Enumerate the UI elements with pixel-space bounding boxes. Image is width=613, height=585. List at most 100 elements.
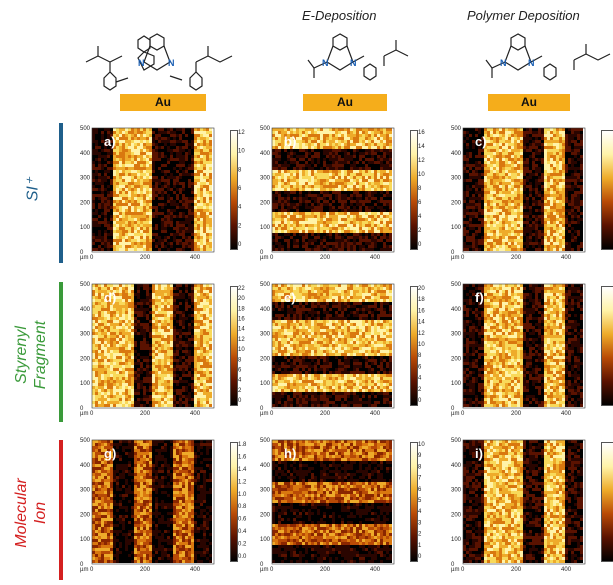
y-tick-label: 200	[451, 356, 462, 362]
svg-text:N: N	[500, 58, 507, 68]
y-tick-label: 0	[80, 250, 84, 256]
x-tick-label: 400	[370, 255, 381, 261]
colorbar-tick-label: 0	[238, 242, 242, 248]
row-label-2: Styrenyl Fragment	[12, 305, 50, 405]
svg-text:N: N	[322, 58, 329, 68]
y-tick-label: 300	[451, 332, 462, 338]
column-title-2: E-Deposition	[302, 8, 377, 23]
colorbar-tick-label: 0	[418, 242, 422, 248]
axis-unit: µm	[260, 255, 268, 261]
axis-unit: µm	[260, 567, 268, 573]
y-tick-label: 400	[80, 151, 91, 157]
x-tick-label: 200	[320, 567, 331, 573]
y-tick-label: 100	[260, 537, 271, 543]
colorbar-tick-label: 4	[238, 205, 242, 211]
colorbar-tick-label: 12	[418, 158, 425, 164]
y-tick-label: 100	[260, 225, 271, 231]
panel-label: a)	[104, 134, 116, 149]
x-tick-label: 200	[511, 255, 522, 261]
structure-2-diagram: N N	[307, 33, 409, 81]
panel-f: f) 0 200 400 0 100 200 300 400 500 µm	[451, 282, 613, 417]
x-tick-label: 0	[90, 255, 94, 261]
x-tick-label: 0	[90, 411, 94, 417]
colorbar-tick-label: 12	[238, 130, 245, 136]
y-tick-label: 200	[80, 200, 91, 206]
axis-unit: µm	[451, 567, 459, 573]
gold-substrate-3: Au	[488, 94, 570, 111]
y-tick-label: 100	[451, 381, 462, 387]
colorbar-tick-label: 0	[418, 554, 422, 560]
colorbar-tick-label: 8	[238, 357, 242, 363]
y-tick-label: 400	[260, 463, 271, 469]
y-tick-label: 300	[80, 488, 91, 494]
x-tick-label: 0	[461, 255, 465, 261]
axis-unit: µm	[260, 411, 268, 417]
panel-label: c)	[475, 134, 487, 149]
y-tick-label: 400	[451, 307, 462, 313]
colorbar-tick-label: 1.2	[238, 479, 247, 485]
gold-substrate-2: Au	[303, 94, 387, 111]
y-tick-label: 100	[451, 225, 462, 231]
svg-text:N: N	[528, 58, 535, 68]
x-tick-label: 0	[90, 567, 94, 573]
row-label-3-line-1: Molecular	[13, 478, 30, 548]
panel-e: e) 0 200 400 0 100 200 300 400 500 µm 20 18 16 14 12 10 8…	[260, 282, 425, 417]
colorbar-tick-label: 0.0	[238, 554, 247, 560]
colorbar-tick-label: 10	[238, 149, 245, 155]
colorbar-tick-label: 16	[418, 308, 425, 314]
svg-text:N: N	[138, 58, 145, 68]
colorbar-tick-label: 0.6	[238, 517, 247, 523]
y-tick-label: 400	[80, 307, 91, 313]
y-tick-label: 300	[260, 176, 271, 182]
axis-unit: µm	[80, 255, 88, 261]
colorbar-tick-label: 6	[418, 200, 422, 206]
y-tick-label: 0	[80, 562, 84, 568]
colorbar-tick-label: 6	[238, 367, 242, 373]
y-tick-label: 200	[451, 200, 462, 206]
row-label-3-line-2: Ion	[32, 501, 49, 525]
colorbar	[410, 442, 418, 562]
y-tick-label: 500	[260, 282, 271, 288]
y-tick-label: 0	[451, 562, 455, 568]
colorbar-tick-label: 0	[418, 398, 422, 404]
colorbar-tick-label: 1.0	[238, 492, 247, 498]
y-tick-label: 200	[80, 356, 91, 362]
structure-3-diagram: N N	[485, 33, 611, 81]
x-tick-label: 200	[511, 411, 522, 417]
panel-c: c) 0 200 400 0 100 200 300 400 500 µm	[451, 126, 613, 261]
panel-label: d)	[104, 290, 116, 305]
panel-b: b) 0 200 400 0 100 200 300 400 500 µm 16 14 12 10 8 6 4 2 0	[260, 126, 425, 261]
colorbar-tick-label: 16	[238, 317, 245, 323]
x-tick-label: 200	[140, 255, 151, 261]
colorbar-tick-label: 1	[418, 543, 422, 549]
colorbar-tick-label: 0.4	[238, 529, 247, 535]
colorbar-tick-label: 7	[418, 476, 422, 482]
colorbar-tick-label: 10	[418, 172, 425, 178]
y-tick-label: 500	[260, 438, 271, 444]
axis-unit: µm	[451, 255, 459, 261]
colorbar-tick-label: 2	[418, 387, 422, 393]
colorbar	[601, 286, 613, 406]
colorbar-tick-label: 2	[418, 532, 422, 538]
column-title-3: Polymer Deposition	[467, 8, 580, 23]
colorbar-tick-label: 18	[238, 306, 245, 312]
y-tick-label: 300	[260, 332, 271, 338]
row-bar-3	[59, 440, 63, 580]
axis-unit: µm	[451, 411, 459, 417]
y-tick-label: 500	[451, 126, 462, 132]
colorbar-tick-label: 14	[418, 144, 425, 150]
y-tick-label: 100	[260, 381, 271, 387]
x-tick-label: 200	[140, 567, 151, 573]
colorbar-tick-label: 12	[418, 331, 425, 337]
colorbar	[410, 130, 418, 250]
panel-label: f)	[475, 290, 484, 305]
y-tick-label: 300	[80, 176, 91, 182]
y-tick-label: 0	[260, 250, 264, 256]
colorbar	[601, 130, 613, 250]
colorbar-tick-label: 6	[418, 364, 422, 370]
y-tick-label: 0	[80, 406, 84, 412]
colorbar	[230, 130, 238, 250]
row-label-2-line-1: Styrenyl	[13, 326, 30, 384]
colorbar-tick-label: 6	[418, 487, 422, 493]
x-tick-label: 400	[561, 411, 572, 417]
